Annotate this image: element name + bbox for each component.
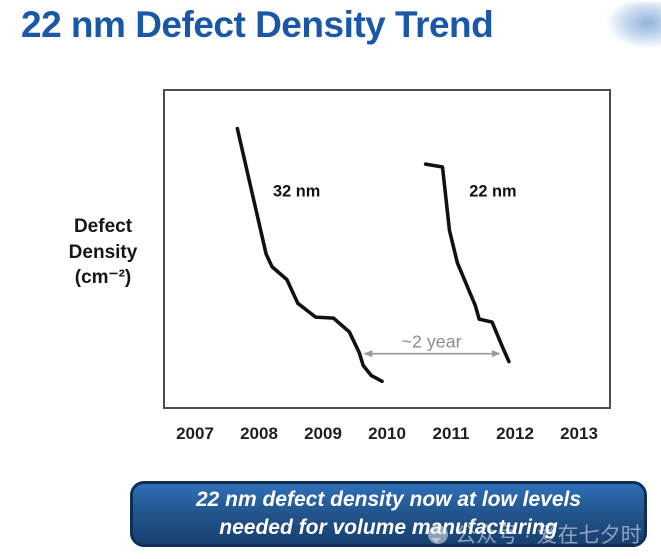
chart-plot-area: 32 nm 22 nm ~2 year — [163, 89, 611, 409]
label-32nm: 32 nm — [273, 183, 320, 201]
conclusion-banner: 22 nm defect density now at low levels n… — [130, 481, 647, 547]
x-tick-2009: 2009 — [304, 424, 342, 443]
x-tick-2008: 2008 — [240, 424, 278, 443]
logo-fragment — [607, 2, 661, 48]
banner-line1: 22 nm defect density now at low levels — [195, 488, 582, 512]
x-tick-2011: 2011 — [432, 424, 470, 443]
two-year-label: ~2 year — [402, 332, 462, 352]
x-tick-2012: 2012 — [496, 424, 534, 443]
x-tick-2010: 2010 — [368, 424, 406, 443]
label-22nm: 22 nm — [469, 183, 516, 201]
y-axis-label-line1: Defect — [73, 216, 133, 237]
x-tick-2013: 2013 — [560, 424, 598, 443]
x-tick-2007: 2007 — [176, 424, 214, 443]
banner-line2: needed for volume manufacturing — [219, 516, 558, 539]
curve-22nm — [423, 162, 511, 364]
trend-svg: 32 nm 22 nm ~2 year — [235, 126, 517, 384]
page-title: 22 nm Defect Density Trend — [21, 4, 494, 45]
y-axis-label-line2: Density — [68, 241, 138, 263]
y-axis-label: Defect Density (cm⁻²) — [44, 214, 162, 291]
x-axis-ticks: 2007 2008 2009 2010 2011 2012 2013 — [163, 424, 611, 444]
y-axis-label-unit: (cm⁻²) — [74, 267, 132, 289]
curve-32nm — [235, 126, 384, 384]
